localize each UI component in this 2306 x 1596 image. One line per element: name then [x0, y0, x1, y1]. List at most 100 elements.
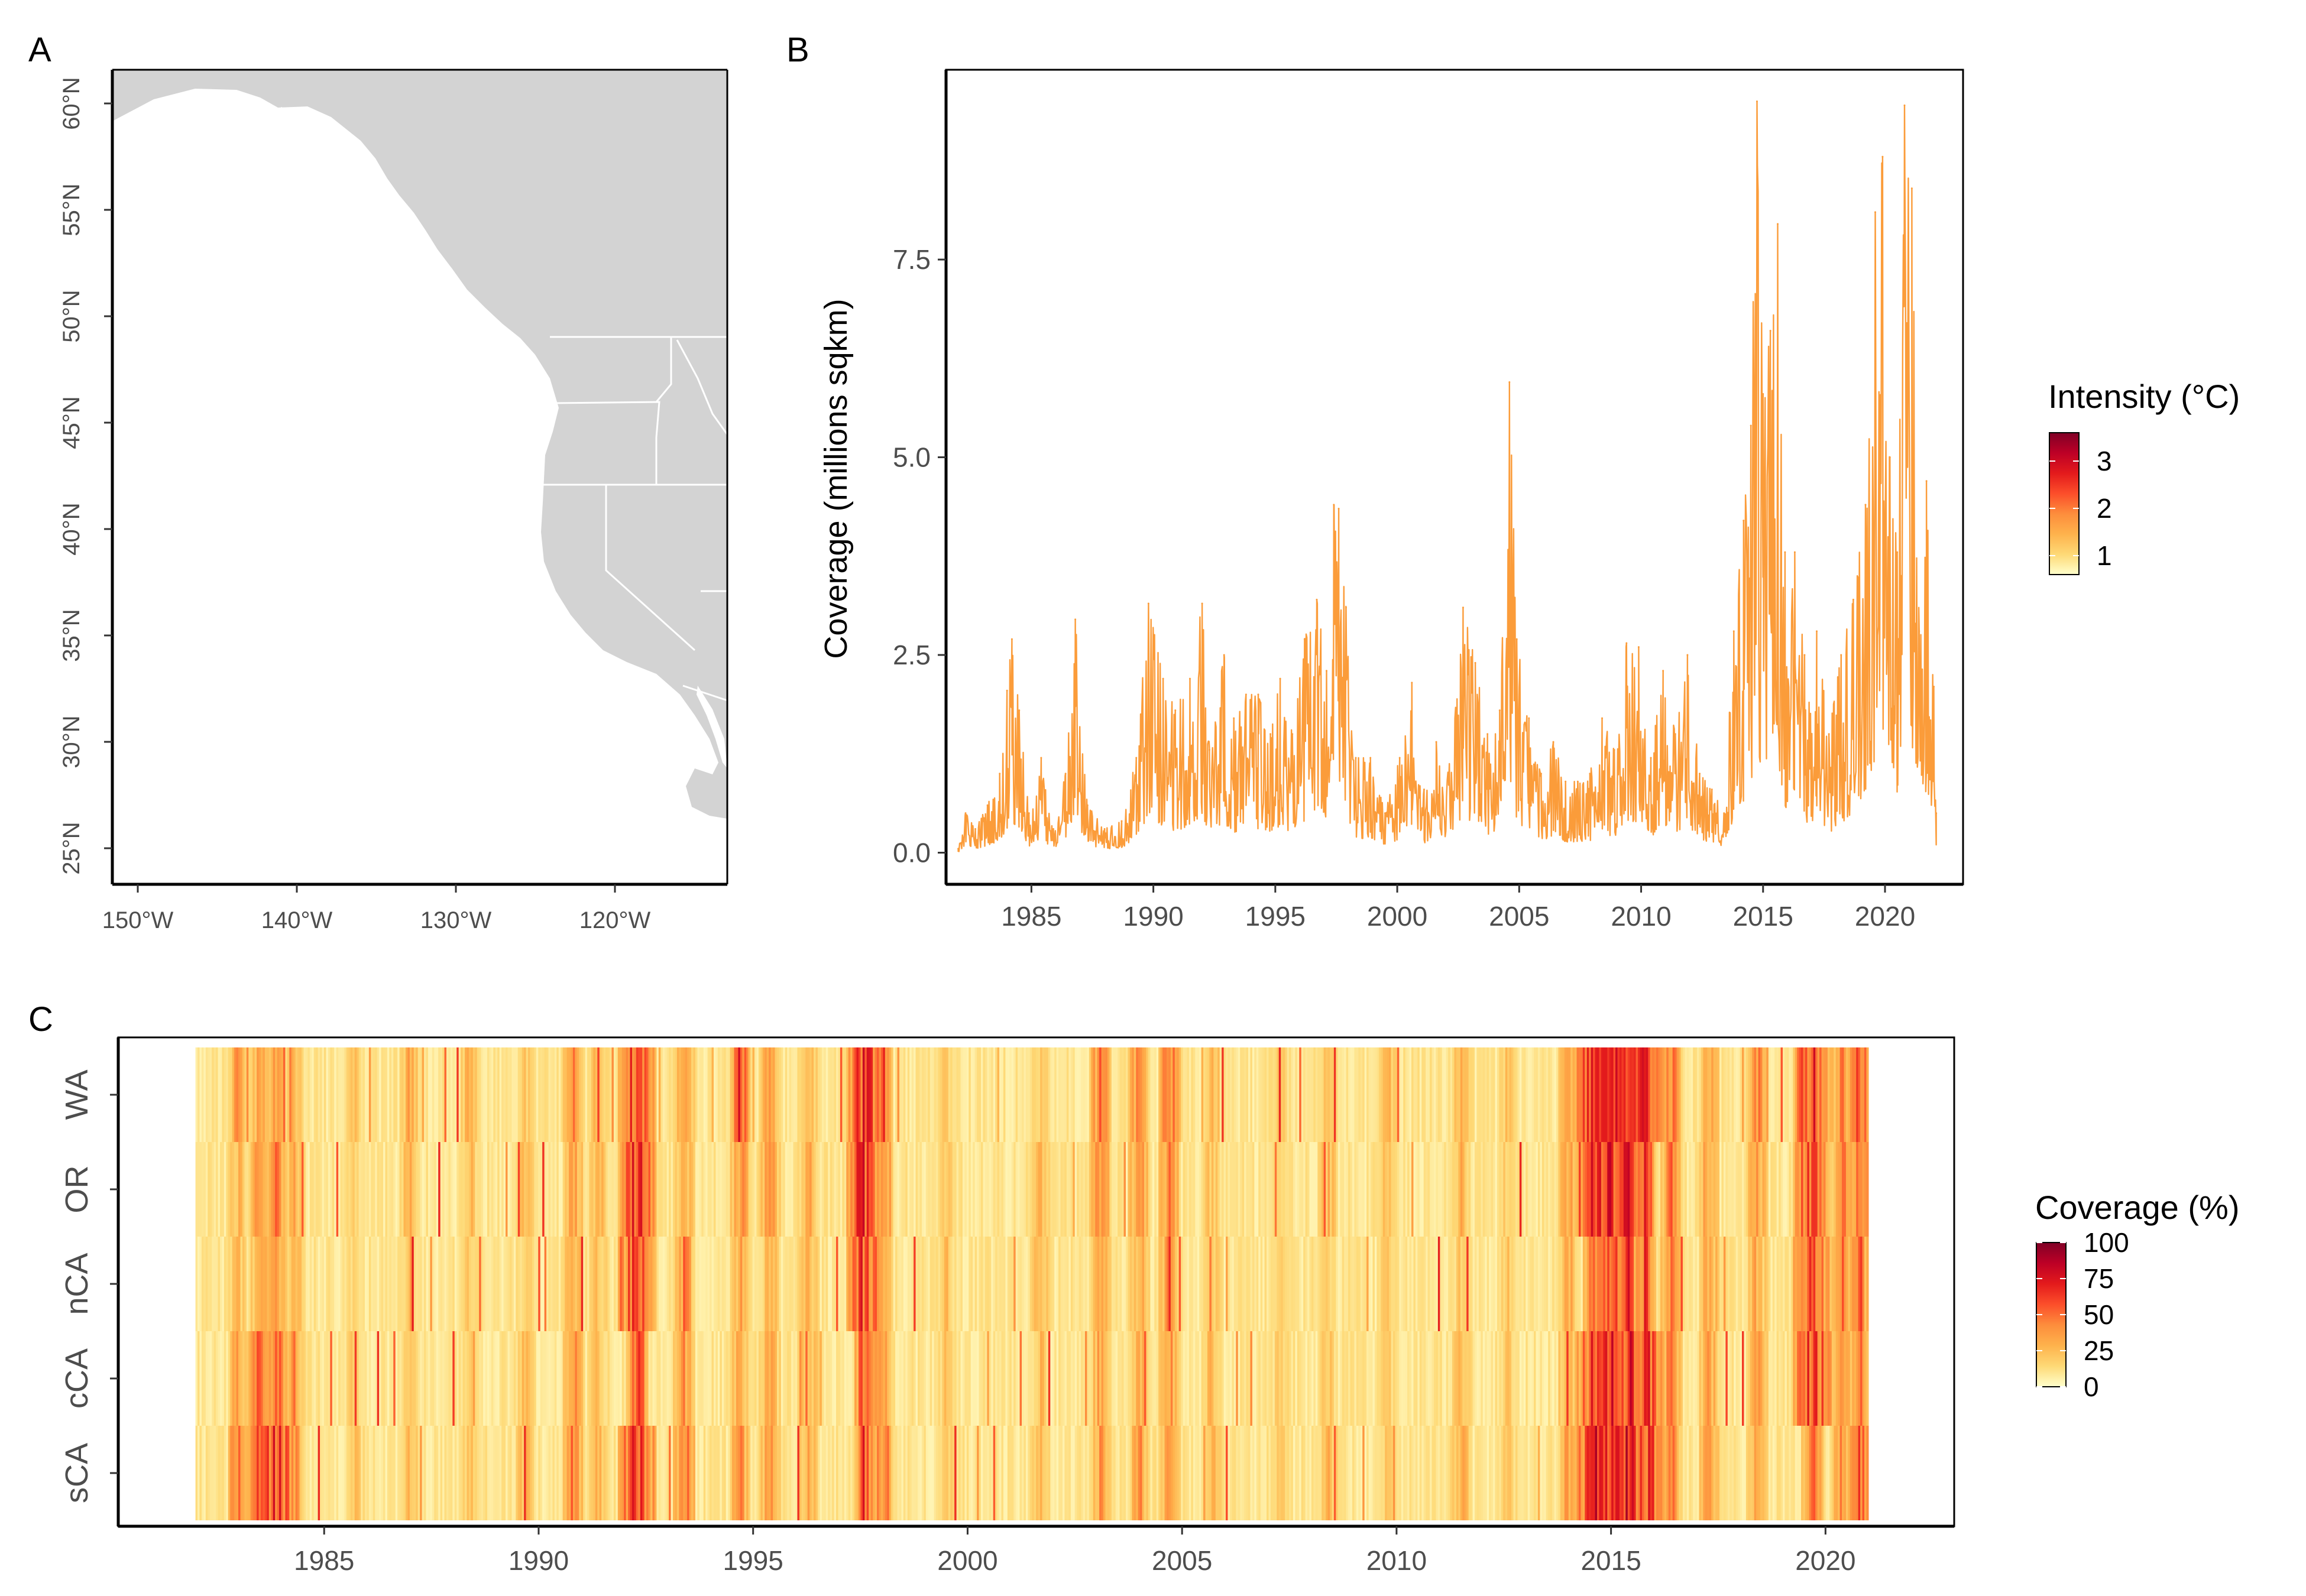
heatmap-cell [1056, 1047, 1059, 1142]
heatmap-cell [401, 1142, 404, 1237]
heatmap-cell [832, 1426, 835, 1520]
heatmap-cell [905, 1426, 908, 1520]
heatmap-cell [983, 1331, 986, 1426]
heatmap-cell [583, 1426, 586, 1520]
heatmap-cell [1301, 1047, 1304, 1142]
heatmap-cell [1825, 1142, 1828, 1237]
heatmap-cell [1740, 1047, 1743, 1142]
heatmap-cell [1550, 1331, 1553, 1426]
heatmap-cell [205, 1331, 208, 1426]
heatmap-cell [950, 1237, 953, 1331]
heatmap-cell [258, 1047, 261, 1142]
heatmap-cell [1083, 1426, 1086, 1520]
heatmap-cell [1352, 1331, 1355, 1426]
heatmap-cell [1568, 1426, 1571, 1520]
heatmap-cell [1807, 1047, 1810, 1142]
heatmap-cell [393, 1142, 396, 1237]
heatmap-cell [1770, 1237, 1773, 1331]
heatmap-cell [893, 1237, 896, 1331]
heatmap-cell [1162, 1331, 1165, 1426]
heatmap-cell [1392, 1142, 1396, 1237]
heatmap-cell [224, 1331, 226, 1426]
heatmap-cell [730, 1331, 733, 1426]
heatmap-cell [1666, 1237, 1669, 1331]
heatmap-cell [1264, 1142, 1267, 1237]
heatmap-cell [320, 1237, 323, 1331]
heatmap-cell [1366, 1142, 1369, 1237]
heatmap-cell [995, 1142, 998, 1237]
heatmap-cell [368, 1237, 371, 1331]
heatmap-cell [424, 1047, 427, 1142]
heatmap-cell [1203, 1047, 1206, 1142]
heatmap-cell [815, 1047, 818, 1142]
heatmap-cell [613, 1237, 616, 1331]
heatmap-cell [791, 1142, 794, 1237]
heatmap-cell [1044, 1047, 1047, 1142]
heatmap-cell [1446, 1142, 1449, 1237]
heatmap-cell [1450, 1331, 1453, 1426]
heatmap-cell [1635, 1047, 1638, 1142]
heatmap-cell [1503, 1237, 1506, 1331]
heatmap-cell [964, 1331, 967, 1426]
heatmap-cell [1481, 1331, 1484, 1426]
heatmap-cell [925, 1331, 928, 1426]
heatmap-cell [1550, 1426, 1553, 1520]
heatmap-cell [458, 1142, 461, 1237]
heatmap-cell [1619, 1426, 1622, 1520]
heatmap-cell [1705, 1047, 1708, 1142]
heatmap-cell [399, 1142, 402, 1237]
heatmap-cell [1509, 1237, 1512, 1331]
line-x-tick-label: 1995 [1245, 901, 1306, 932]
heatmap-cell [1686, 1047, 1689, 1142]
heatmap-cell [995, 1331, 998, 1426]
heatmap-cell [1427, 1142, 1430, 1237]
heatmap-cell [1607, 1142, 1610, 1237]
heatmap-cell [1446, 1331, 1449, 1426]
heatmap-cell [244, 1142, 247, 1237]
heatmap-cell [1466, 1237, 1469, 1331]
heatmap-cell [524, 1237, 527, 1331]
heatmap-cell [322, 1047, 325, 1142]
heatmap-cell [1768, 1426, 1771, 1520]
heatmap-cell [1058, 1237, 1061, 1331]
heatmap-cell [1291, 1047, 1294, 1142]
heatmap-cell [1066, 1426, 1069, 1520]
heatmap-cell [1776, 1426, 1779, 1520]
heatmap-cell [1162, 1237, 1165, 1331]
heatmap-cell [1358, 1331, 1361, 1426]
heatmap-cell [846, 1142, 849, 1237]
heatmap-cell [538, 1142, 541, 1237]
heatmap-cell [1640, 1047, 1643, 1142]
heatmap-cell [1613, 1237, 1616, 1331]
heatmap-cell [1333, 1331, 1336, 1426]
heatmap-cell [1762, 1237, 1765, 1331]
heatmap-cell [1819, 1331, 1822, 1426]
heatmap-cell [1021, 1142, 1025, 1237]
heatmap-cell [1854, 1331, 1857, 1426]
heatmap-cell [1505, 1426, 1508, 1520]
heatmap-cell [1442, 1047, 1445, 1142]
heatmap-cell [869, 1142, 872, 1237]
heatmap-cell [1625, 1237, 1628, 1331]
heatmap-cell [279, 1142, 282, 1237]
heatmap-cell [591, 1331, 594, 1426]
heatmap-cell [405, 1142, 409, 1237]
heatmap-cell [1352, 1237, 1355, 1331]
heatmap-cell [1644, 1047, 1647, 1142]
heatmap-cell [1350, 1237, 1353, 1331]
heatmap-cell [973, 1237, 976, 1331]
heatmap-cell [426, 1237, 429, 1331]
heatmap-cell [891, 1237, 894, 1331]
heatmap-cell [440, 1426, 443, 1520]
heatmap-cell [1305, 1237, 1308, 1331]
heatmap-cell [1650, 1331, 1653, 1426]
heatmap-cell [1342, 1426, 1345, 1520]
heatmap-cell [1385, 1331, 1388, 1426]
heatmap-cell [1226, 1331, 1229, 1426]
heatmap-cell [1774, 1331, 1777, 1426]
heatmap-cell [1530, 1331, 1533, 1426]
heatmap-cell [1725, 1047, 1728, 1142]
heatmap-cell [1630, 1142, 1633, 1237]
heatmap-cell [1803, 1331, 1806, 1426]
heatmap-cell [993, 1237, 996, 1331]
